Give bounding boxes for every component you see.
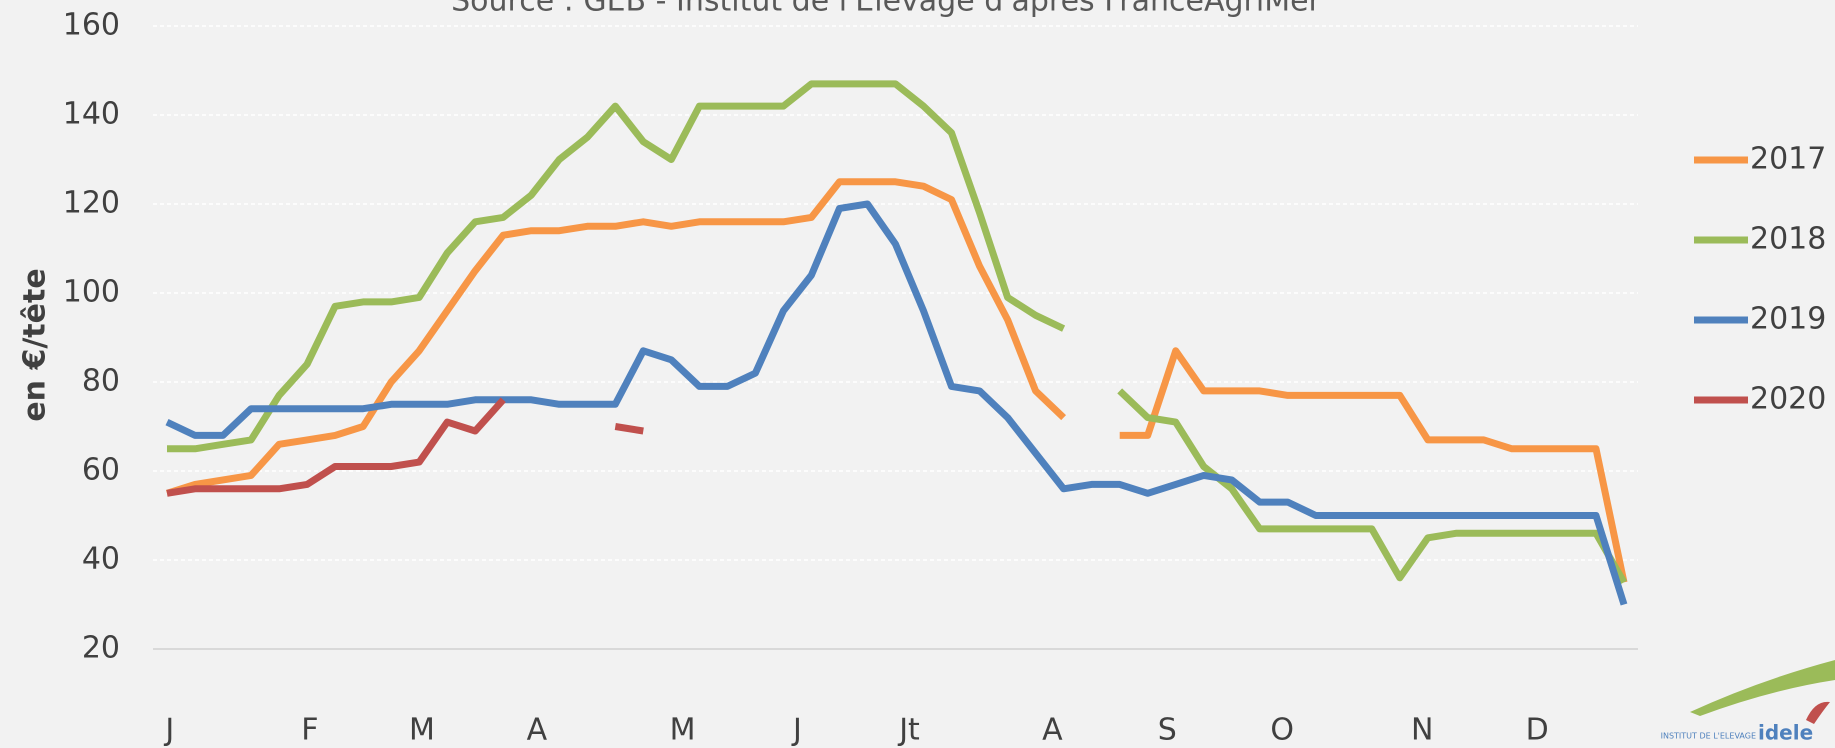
series-line [166,397,644,497]
x-tick-label: J [791,713,802,748]
logo-small: INSTITUT DE L'ELEVAGE [1661,732,1756,741]
series-line [165,200,1628,606]
x-tick-label: D [1526,713,1549,748]
y-tick-label: 120 [63,186,120,221]
legend-label: 2018 [1750,222,1826,257]
chart-title: Source : GEB - Institut de l'Elevage d'a… [451,0,1321,19]
x-tick-label: A [527,713,548,748]
legend-label: 2019 [1750,302,1826,337]
logo-mark [1806,701,1830,724]
series-line [167,80,1628,585]
y-tick-label: 20 [82,631,120,666]
y-tick-label: 60 [82,453,120,488]
logo: INSTITUT DE L'ELEVAGE idele [1661,660,1835,745]
x-tick-label: N [1411,713,1433,748]
legend-label: 2020 [1750,382,1826,417]
x-tick-label: M [670,713,696,748]
series-line [165,178,1628,584]
x-tick-label: F [301,713,318,748]
x-tick-label: S [1158,713,1177,748]
logo-name: idele [1758,721,1813,745]
y-tick-label: 160 [63,8,120,43]
legend-label: 2017 [1750,142,1826,177]
logo-swoosh [1690,660,1835,716]
x-tick-label: M [409,713,435,748]
y-tick-label: 140 [63,97,120,132]
y-tick-label: 40 [82,542,120,577]
y-axis-title: en €/tête [18,268,53,421]
x-tick-label: A [1042,713,1063,748]
y-tick-label: 80 [82,364,120,399]
x-tick-label: J [163,713,174,748]
x-tick-label: Jt [897,713,920,748]
y-tick-label: 100 [63,275,120,310]
x-tick-label: O [1270,713,1294,748]
